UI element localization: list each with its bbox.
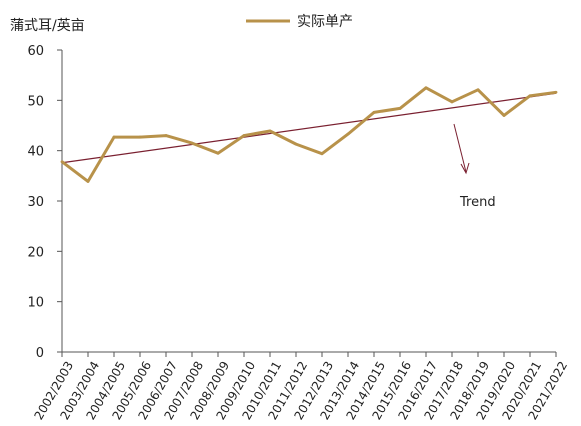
data-point [190,141,194,145]
y-axis: 0 10 20 30 40 50 60 [27,44,63,361]
data-point [346,132,350,136]
y-tick-label: 30 [27,195,44,210]
trend-arrow-shaft [453,123,467,173]
y-tick-label: 60 [27,44,44,59]
data-point [398,106,402,110]
legend: 实际单产 [246,14,353,30]
data-point [294,142,298,146]
x-axis: 2002/20032003/20042004/20052005/20062006… [32,351,570,422]
trend-arrow-head [460,162,470,175]
y-tick-label: 0 [36,346,44,361]
data-point [320,152,324,156]
data-point [528,94,532,98]
legend-label: 实际单产 [297,14,353,30]
y-tick-label: 20 [27,245,44,260]
data-point [554,90,558,94]
data-point [476,88,480,92]
data-point [86,179,90,183]
series-line [61,86,557,183]
data-point [112,135,116,139]
y-tick-label: 10 [27,296,44,311]
y-tick-label: 40 [27,145,44,160]
data-point [164,134,168,137]
data-point [242,134,246,137]
unit-label: 蒲式耳/英亩 [10,17,85,34]
data-point [450,100,454,104]
y-tick-label: 50 [27,94,44,109]
trend-label: Trend [459,195,496,210]
data-point [138,135,142,139]
data-point [502,114,506,117]
data-point [372,111,376,114]
trend-line [61,92,557,164]
trend-layer [61,92,557,164]
data-point [268,129,272,133]
series-layer [60,86,558,183]
data-point [216,151,220,155]
data-point [424,86,428,90]
data-point [60,160,64,164]
trend-annotation: Trend [453,123,496,210]
